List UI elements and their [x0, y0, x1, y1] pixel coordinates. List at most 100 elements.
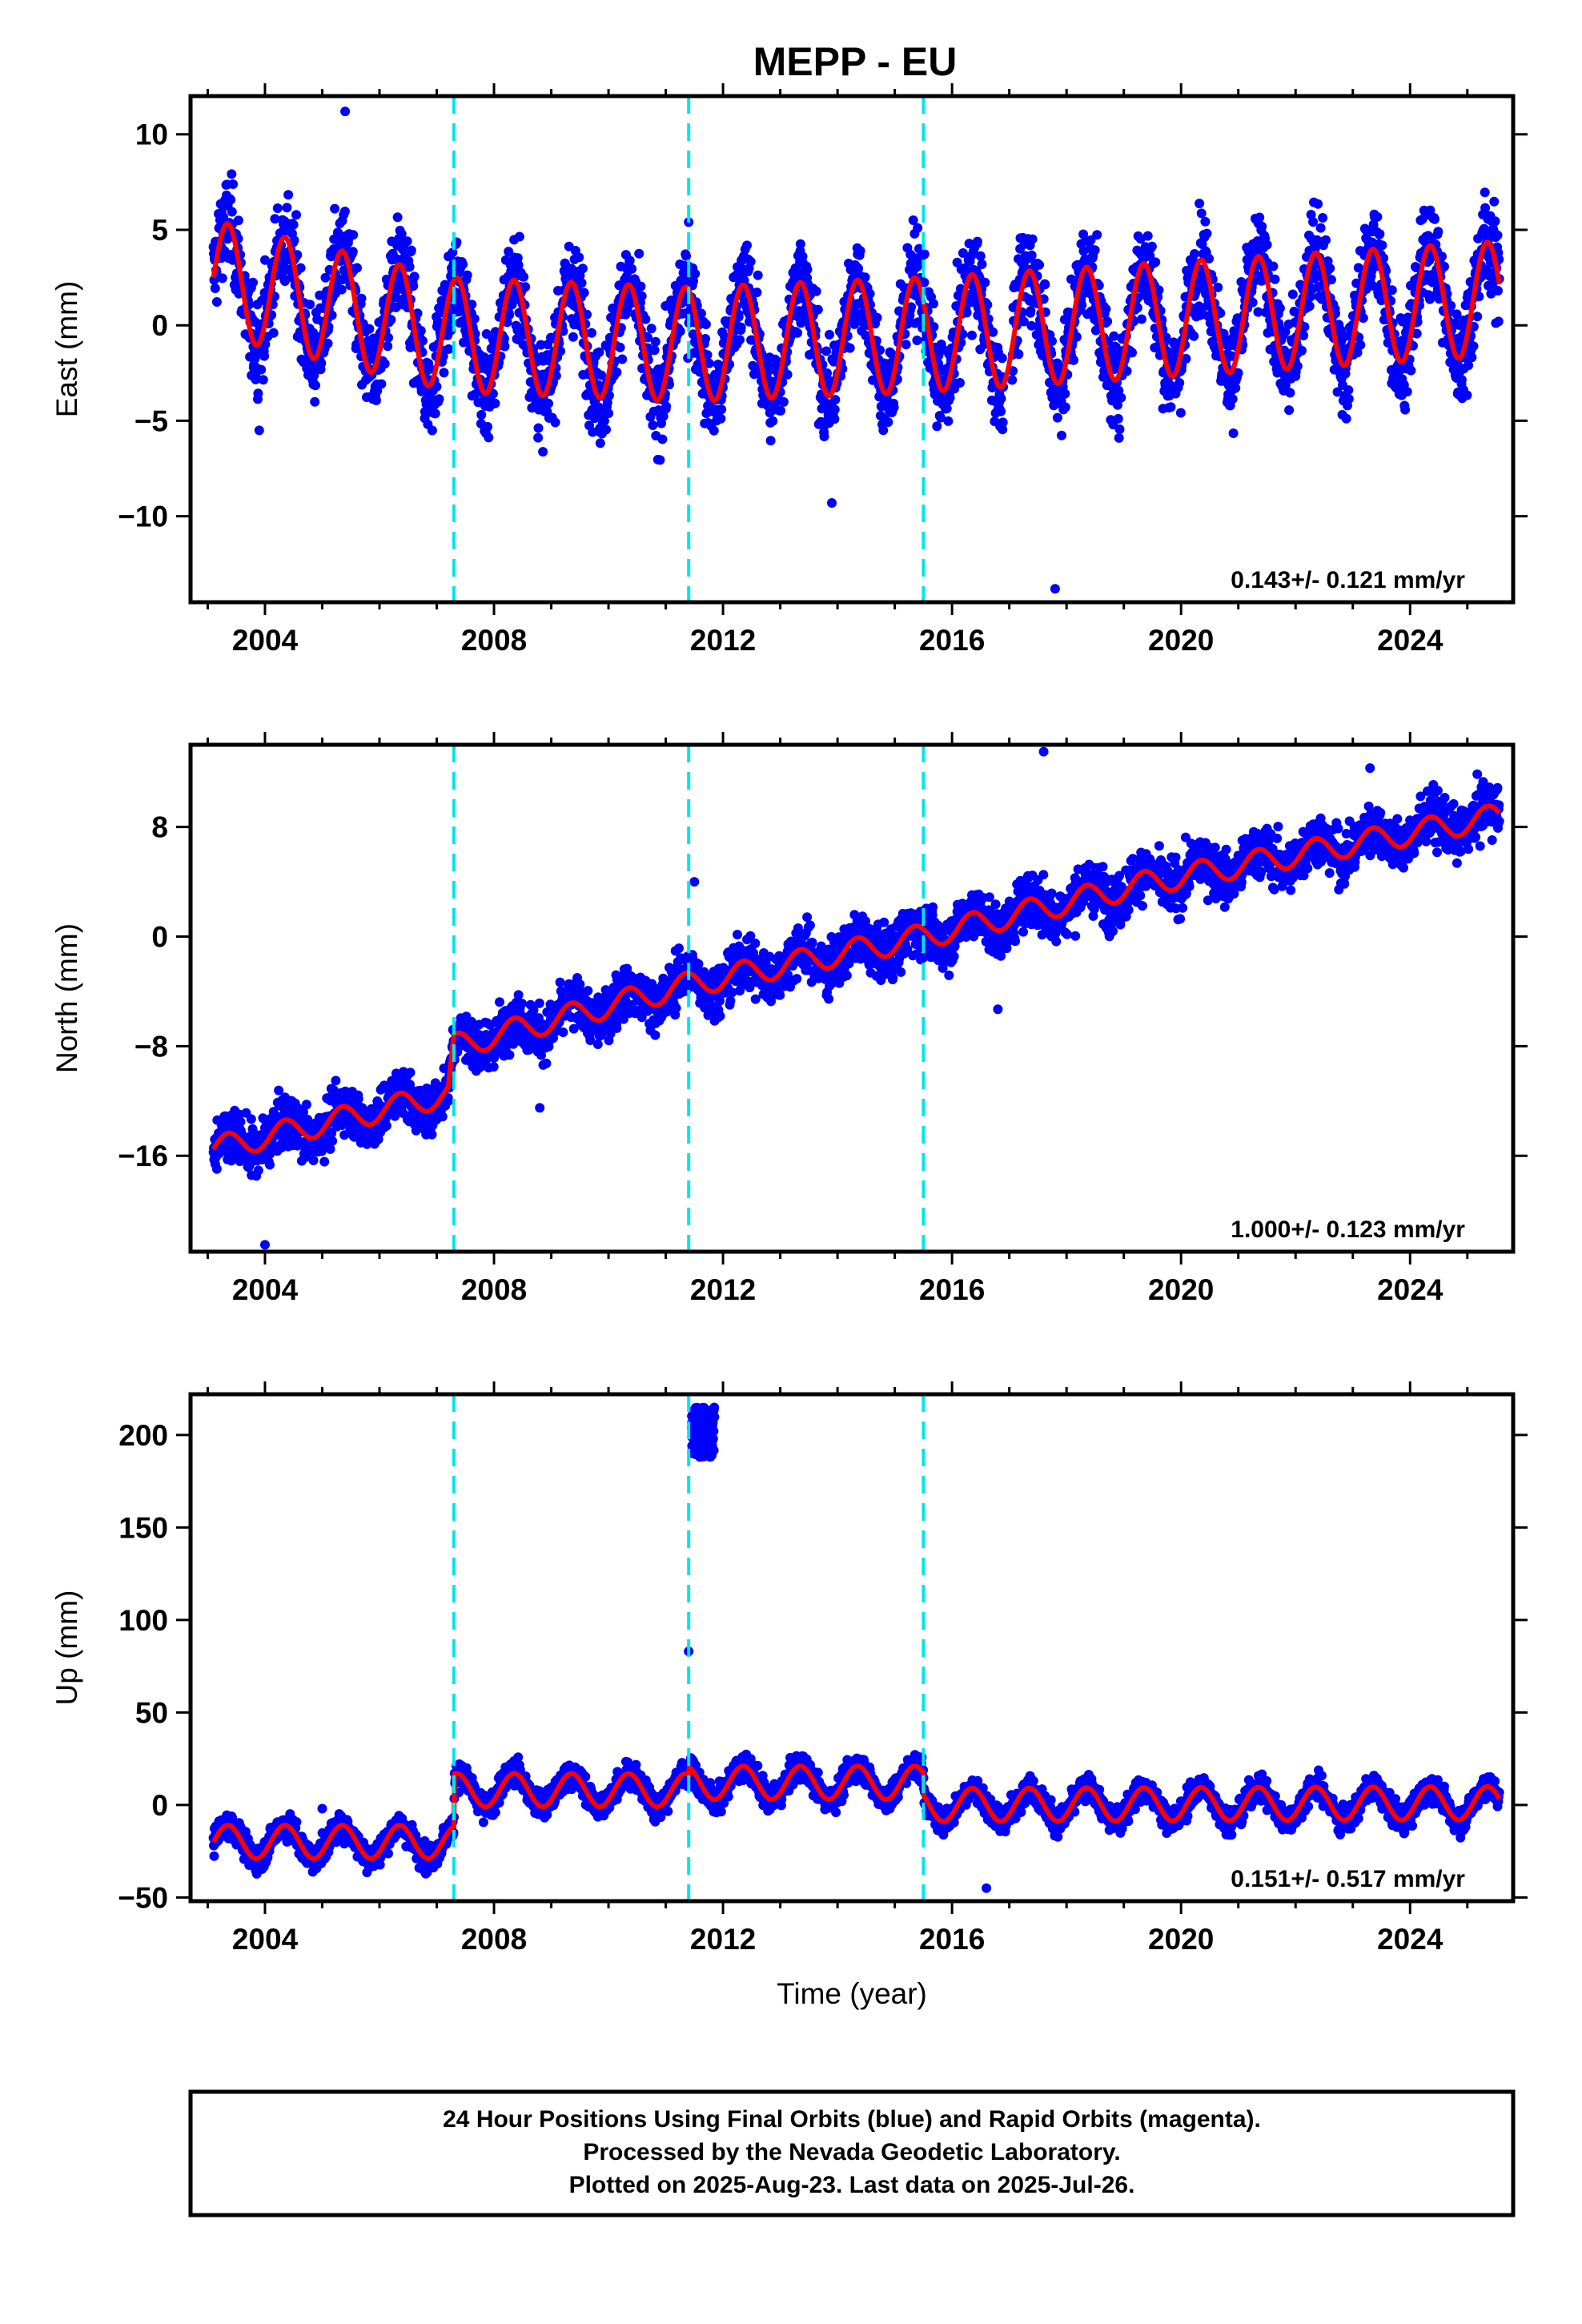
y-tick-label: −5	[135, 404, 168, 437]
data-point	[227, 169, 237, 179]
data-point	[516, 999, 527, 1008]
data-point	[1372, 211, 1383, 222]
data-point	[1343, 385, 1354, 396]
data-point	[650, 336, 661, 347]
data-point	[592, 1039, 603, 1049]
data-point	[1060, 402, 1070, 412]
data-point	[643, 332, 652, 343]
data-point	[998, 417, 1008, 428]
data-point	[972, 236, 982, 247]
data-point	[291, 210, 301, 220]
data-point	[735, 335, 745, 345]
data-point	[404, 262, 415, 272]
data-point	[913, 223, 923, 233]
data-point	[583, 986, 593, 996]
data-point	[1268, 261, 1279, 271]
data-point	[962, 308, 972, 318]
data-point	[796, 318, 806, 328]
data-point	[1313, 199, 1323, 209]
data-point	[661, 401, 672, 412]
data-point	[246, 1114, 256, 1124]
data-point	[1387, 285, 1397, 296]
data-point	[1150, 257, 1161, 267]
data-point	[655, 455, 665, 465]
data-point	[544, 398, 553, 408]
data-point	[595, 438, 605, 448]
x-tick-label: 2020	[1148, 624, 1214, 657]
data-point	[462, 270, 472, 280]
data-point	[574, 252, 584, 263]
data-point	[588, 427, 598, 437]
data-point	[612, 367, 622, 377]
data-point	[1375, 229, 1385, 239]
data-point	[323, 338, 333, 348]
data-point	[381, 1120, 391, 1131]
data-point	[830, 395, 841, 405]
data-point	[439, 368, 449, 378]
data-point	[1071, 332, 1082, 342]
data-point	[782, 369, 793, 380]
data-point	[576, 278, 587, 288]
data-point	[1213, 282, 1223, 292]
data-point	[425, 364, 436, 374]
x-tick-label: 2012	[690, 624, 756, 657]
data-point	[942, 404, 952, 414]
data-point	[752, 287, 762, 298]
data-point	[1430, 214, 1439, 224]
data-point	[975, 251, 986, 261]
data-point	[778, 396, 789, 407]
data-point	[997, 353, 1007, 364]
data-point	[392, 212, 403, 223]
data-point	[996, 393, 1006, 404]
data-point	[1196, 208, 1207, 219]
y-tick-label: 10	[135, 119, 168, 151]
data-point	[347, 247, 358, 257]
data-point	[331, 1076, 341, 1086]
data-point	[955, 378, 965, 388]
data-point	[417, 336, 428, 346]
y-axis-label: East (mm)	[50, 281, 83, 418]
data-point	[383, 341, 393, 352]
rate-label: 0.143+/- 0.121 mm/yr	[1231, 567, 1465, 593]
data-point	[434, 394, 444, 404]
data-point	[594, 347, 604, 357]
data-point	[309, 370, 319, 380]
data-point	[958, 329, 968, 340]
data-point	[1321, 235, 1331, 245]
data-point	[1059, 315, 1070, 324]
data-point	[386, 315, 396, 325]
data-point	[1026, 320, 1037, 331]
data-point	[538, 447, 548, 457]
data-point	[1284, 405, 1295, 416]
data-point	[226, 195, 236, 205]
data-point	[1489, 196, 1500, 207]
data-point	[1092, 230, 1102, 240]
data-point	[1247, 297, 1258, 308]
data-point	[483, 421, 492, 432]
data-point	[1018, 316, 1029, 327]
data-point	[579, 287, 589, 298]
data-point	[1146, 241, 1157, 251]
data-point	[1027, 234, 1038, 244]
figure-title: MEPP - EU	[753, 39, 958, 84]
data-point	[379, 359, 390, 369]
data-point	[745, 256, 756, 267]
data-point	[551, 371, 561, 381]
data-point	[958, 248, 968, 258]
data-point	[319, 1156, 330, 1167]
data-point	[352, 263, 362, 273]
data-point	[550, 417, 560, 428]
data-point	[716, 413, 726, 424]
data-point	[430, 408, 440, 419]
data-point	[822, 368, 832, 378]
data-point	[878, 425, 889, 436]
data-point	[1007, 375, 1018, 385]
data-point	[1262, 239, 1272, 250]
data-point	[289, 235, 299, 245]
data-point	[612, 1023, 622, 1033]
data-point	[853, 263, 863, 274]
data-point	[860, 272, 870, 283]
data-point	[1200, 216, 1211, 227]
data-point	[495, 997, 504, 1007]
